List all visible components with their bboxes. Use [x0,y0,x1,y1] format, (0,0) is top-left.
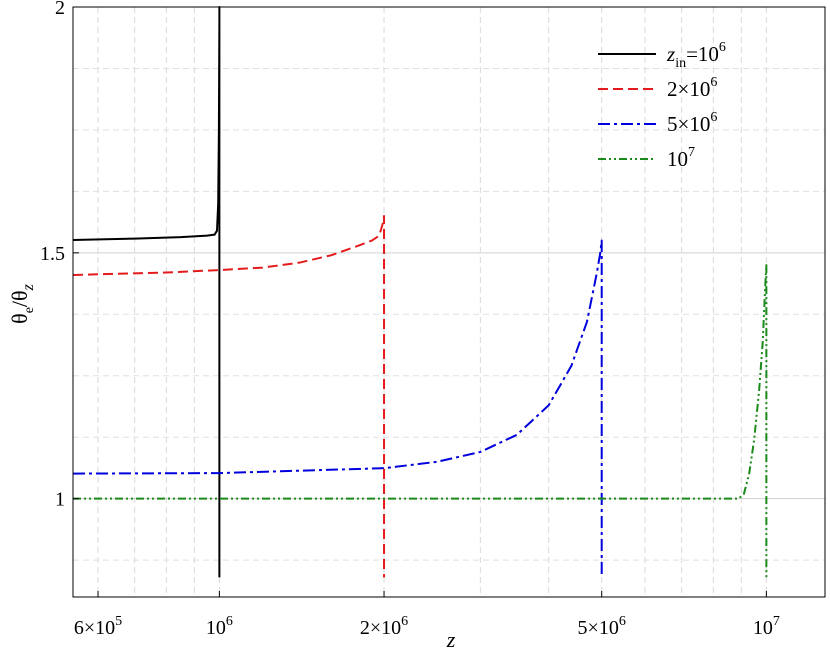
x-tick-label-4: 5×106 [578,614,626,639]
x-tick-label-5: 107 [753,614,780,639]
legend-label-3: 5×106 [667,110,717,136]
series-line-1 [72,6,221,578]
legend: zin=106 2×106 5×106 107 [598,40,726,171]
legend-label-1: zin=106 [666,40,726,71]
grid-lines [73,6,825,597]
x-axis-label: z [446,627,456,652]
y-tick-label-1: 1 [55,489,65,511]
data-series [72,6,768,578]
y-axis-label: θe/θz [7,283,37,323]
y-axis-label-sub-z: z [20,283,37,291]
axis-ticks: 6×105 106 2×106 5×106 107 1 1.5 2 [40,0,780,639]
plot-frame [72,6,826,598]
series-line-4 [73,264,768,578]
y-axis-label-mid: /θ [7,290,32,307]
x-tick-label-3: 2×106 [360,614,408,639]
x-tick-label-2: 106 [206,614,233,639]
legend-label-2: 2×106 [667,75,717,101]
y-tick-label-2: 1.5 [40,243,65,265]
y-axis-label-sub-e: e [22,307,37,313]
x-tick-label-1: 6×105 [74,614,122,639]
y-axis-label-base: θ [7,313,32,324]
series-line-2 [72,214,386,578]
y-tick-label-3: 2 [55,0,65,19]
legend-label-4: 107 [667,145,695,171]
series-line-3 [72,239,603,578]
